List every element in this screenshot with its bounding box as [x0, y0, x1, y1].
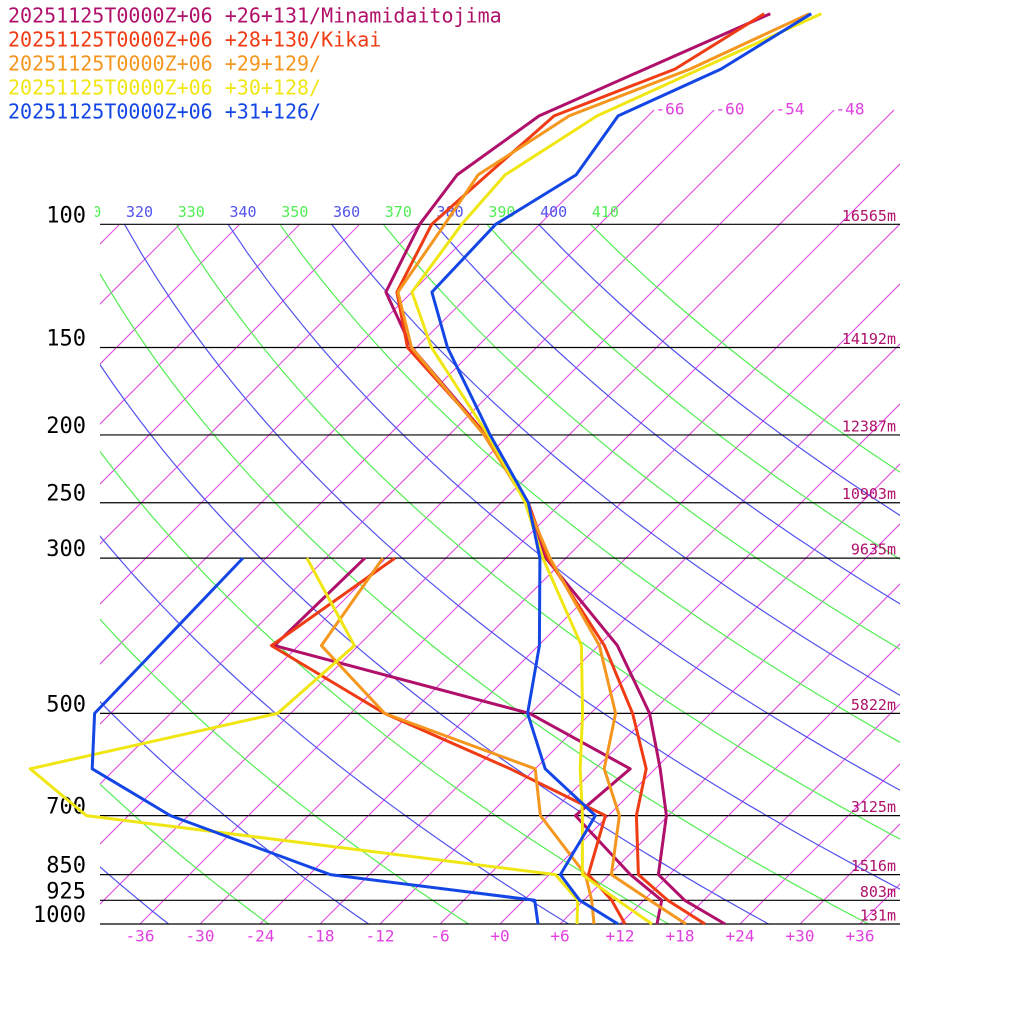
- height-label: 131m: [860, 907, 896, 925]
- y-tick-label: 150: [46, 327, 86, 352]
- x-tick-label: -18: [306, 927, 335, 946]
- legend-entry: 20251125T0000Z+06 +26+131/Minamidaitojim…: [8, 4, 502, 28]
- dewpoint-line: [272, 557, 664, 925]
- dry-adiabat-label: 410: [592, 203, 619, 221]
- isotherm: [139, 163, 900, 924]
- dewpoint-line: [269, 556, 627, 925]
- isotherm: [100, 223, 421, 545]
- isotherm: [679, 703, 900, 924]
- height-label: 10903m: [842, 485, 896, 503]
- isotherm: [439, 463, 900, 924]
- dewpoint-line: [319, 557, 596, 925]
- dewpoint-line: [90, 557, 540, 925]
- isotherm-label: -48: [836, 100, 865, 119]
- dry-adiabat-label: 370: [385, 203, 412, 221]
- temperature-line: [410, 12, 822, 926]
- dry-adiabat-label: 360: [333, 203, 360, 221]
- x-tick-label: +30: [786, 927, 815, 946]
- axes: -66 -60 -54 -48 100 16565m 150 14192m 200 12387m 2…: [33, 100, 900, 946]
- dry-adiabat: [100, 450, 669, 924]
- y-tick-label: 850: [46, 854, 86, 879]
- isotherm: [100, 223, 301, 425]
- y-tick-label: 925: [46, 879, 86, 904]
- isotherm: [199, 223, 900, 924]
- profiles: [28, 12, 822, 926]
- dry-adiabat-label: 400: [540, 203, 567, 221]
- isotherm-label: -60: [716, 100, 745, 119]
- dry-adiabat-label: 330: [178, 203, 205, 221]
- x-tick-label: +0: [490, 927, 509, 946]
- height-label: 1516m: [851, 857, 896, 875]
- temperature-line: [430, 12, 813, 926]
- x-tick-label: -36: [126, 927, 155, 946]
- height-label: 14192m: [842, 330, 896, 348]
- dry-adiabat-label: 320: [126, 203, 153, 221]
- dry-adiabat-label: 390: [488, 203, 515, 221]
- isotherm: [379, 403, 900, 924]
- dry-adiabat: [486, 223, 900, 560]
- height-label: 3125m: [851, 798, 896, 816]
- x-tick-label: +24: [726, 927, 755, 946]
- isotherm: [739, 763, 900, 924]
- dry-adiabat: [175, 223, 900, 840]
- height-label: 9635m: [851, 541, 896, 559]
- dewpoint-line: [28, 557, 580, 925]
- x-tick-label: +6: [550, 927, 569, 946]
- y-tick-label: 200: [46, 414, 86, 439]
- y-tick-label: 1000: [33, 903, 86, 928]
- legend-entry: 20251125T0000Z+06 +28+130/Kikai: [8, 28, 381, 52]
- temperature-line: [384, 12, 771, 926]
- isotherm: [619, 643, 900, 924]
- x-tick-label: +12: [606, 927, 635, 946]
- dry-adiabat-label: 340: [230, 203, 257, 221]
- y-tick-label: 300: [46, 537, 86, 562]
- isotherm: [259, 283, 900, 924]
- x-tick-label: -24: [246, 927, 275, 946]
- dry-adiabat-label: 350: [281, 203, 308, 221]
- legend-entry: 20251125T0000Z+06 +29+129/: [8, 52, 321, 76]
- isotherm: [559, 583, 900, 924]
- grid-labels: 310 320 330 340 350 360 370 380 390 400 410: [74, 203, 619, 221]
- height-label: 803m: [860, 883, 896, 901]
- isotherm: [980, 110, 1024, 924]
- dry-adiabat-label: 310: [74, 203, 101, 221]
- dry-adiabat: [279, 223, 900, 743]
- isotherm: [100, 223, 241, 365]
- x-tick-label: -12: [366, 927, 395, 946]
- legend: 20251125T0000Z+06 +26+131/Minamidaitojim…: [8, 4, 502, 124]
- height-label: 12387m: [842, 417, 896, 435]
- y-tick-label: 500: [46, 692, 86, 717]
- isotherm-label: -54: [776, 100, 805, 119]
- x-tick-label: +36: [846, 927, 875, 946]
- isotherm: [100, 223, 181, 305]
- isotherm: [100, 223, 361, 485]
- dry-adiabat: [331, 223, 900, 696]
- x-tick-label: -30: [186, 927, 215, 946]
- isotherm-label: -66: [656, 100, 685, 119]
- isotherm: [100, 109, 835, 845]
- legend-entry: 20251125T0000Z+06 +31+126/: [8, 100, 321, 124]
- y-tick-label: 100: [46, 203, 86, 228]
- isotherm: [100, 109, 655, 665]
- dry-adiabat: [589, 223, 900, 473]
- height-label: 5822m: [851, 696, 896, 714]
- isotherm: [100, 109, 775, 785]
- isotherm: [100, 109, 895, 905]
- isotherm: [100, 223, 481, 605]
- isotherm: [920, 110, 1024, 924]
- dry-adiabat: [382, 223, 900, 650]
- isotherm: [100, 109, 715, 725]
- x-tick-label: -6: [430, 927, 449, 946]
- x-tick-label: +18: [666, 927, 695, 946]
- isotherm: [499, 523, 900, 924]
- legend-entry: 20251125T0000Z+06 +30+128/: [8, 76, 321, 100]
- y-tick-label: 250: [46, 482, 86, 507]
- height-label: 16565m: [842, 207, 896, 225]
- temperature-line: [396, 12, 810, 926]
